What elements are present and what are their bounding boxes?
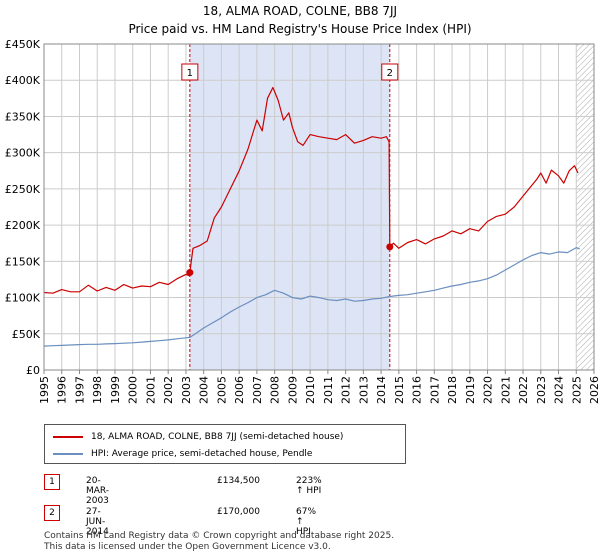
- y-tick-label: £300K: [5, 147, 41, 160]
- footer-copyright: Contains HM Land Registry data © Crown c…: [44, 531, 395, 541]
- y-tick-label: £0: [26, 364, 40, 377]
- x-tick-label: 1997: [73, 376, 86, 404]
- x-tick-label: 2013: [357, 376, 370, 404]
- y-tick-label: £250K: [5, 183, 41, 196]
- shaded-ownership-period: [189, 44, 390, 370]
- x-tick-label: 2009: [286, 376, 299, 404]
- x-tick-label: 2025: [570, 376, 583, 404]
- sale-date-2: 27-JUN-2014: [86, 507, 109, 537]
- x-tick-label: 1995: [38, 376, 51, 404]
- x-tick-label: 2007: [251, 376, 264, 404]
- sale-marker-2: 2: [44, 505, 60, 521]
- x-tick-label: 2002: [162, 376, 175, 404]
- plot-frame: [43, 43, 595, 371]
- y-tick-label: £50K: [12, 328, 41, 341]
- chart-subtitle: Price paid vs. HM Land Registry's House …: [128, 22, 472, 36]
- y-tick-label: £200K: [5, 219, 41, 232]
- x-tick-label: 2004: [198, 376, 211, 404]
- x-tick-label: 2019: [464, 376, 477, 404]
- series-line-hpi: [43, 247, 581, 347]
- y-tick-label: £400K: [5, 74, 41, 87]
- y-tick-label: £100K: [5, 292, 41, 305]
- legend-label-hpi: HPI: Average price, semi-detached house,…: [91, 449, 313, 459]
- sale-label-2: 2: [387, 68, 393, 79]
- footer-licence: This data is licensed under the Open Gov…: [44, 542, 331, 552]
- x-tick-label: 2005: [215, 376, 228, 404]
- y-tick-label: £350K: [5, 110, 41, 123]
- x-tick-label: 2001: [144, 376, 157, 404]
- sale-label-1: 1: [187, 68, 193, 79]
- y-tick-label: £150K: [5, 255, 41, 268]
- legend-swatch-hpi: [53, 453, 83, 455]
- x-tick-label: 2000: [127, 376, 140, 404]
- x-tick-label: 2014: [375, 376, 388, 404]
- sale-hpi-change-2: 67% ↑ HPI: [296, 507, 317, 537]
- x-tick-label: 2023: [535, 376, 548, 404]
- x-tick-label: 1999: [109, 376, 122, 404]
- sale-price-2: £170,000: [217, 507, 260, 517]
- legend-item-hpi: HPI: Average price, semi-detached house,…: [53, 446, 312, 462]
- legend-swatch-property: [53, 436, 83, 438]
- x-tick-label: 2008: [269, 376, 282, 404]
- sale-price-1: £134,500: [217, 476, 260, 486]
- x-tick-label: 1998: [91, 376, 104, 404]
- sale-point-1: [186, 269, 194, 277]
- x-tick-label: 2026: [588, 376, 600, 404]
- x-tick-label: 2011: [322, 376, 335, 404]
- x-tick-label: 2017: [428, 376, 441, 404]
- x-tick-label: 2020: [482, 376, 495, 404]
- series-line-property: [43, 86, 579, 294]
- x-tick-label: 2016: [411, 376, 424, 404]
- x-tick-label: 2015: [393, 376, 406, 404]
- sale-label-box-1: [181, 63, 199, 81]
- legend-label-property: 18, ALMA ROAD, COLNE, BB8 7JJ (semi-deta…: [91, 432, 344, 442]
- x-tick-label: 2003: [180, 376, 193, 404]
- x-tick-label: 1996: [56, 376, 69, 404]
- hatched-future-region: [576, 44, 594, 370]
- chart-title: 18, ALMA ROAD, COLNE, BB8 7JJ: [202, 4, 398, 18]
- sale-date-1: 20-MAR-2003: [86, 476, 110, 506]
- sale-hpi-change-1: 223% ↑ HPI: [296, 476, 322, 496]
- sale-label-box-2: [381, 63, 399, 81]
- chart-legend: 18, ALMA ROAD, COLNE, BB8 7JJ (semi-deta…: [44, 424, 406, 464]
- y-tick-label: £450K: [5, 38, 41, 51]
- sale-point-2: [386, 243, 394, 251]
- x-tick-label: 2010: [304, 376, 317, 404]
- x-tick-label: 2012: [340, 376, 353, 404]
- x-tick-label: 2022: [517, 376, 530, 404]
- price-chart: 1 2 £0 £50K £100K £150K £200K £250K £300K £350K £…: [5, 38, 600, 404]
- legend-item-property: 18, ALMA ROAD, COLNE, BB8 7JJ (semi-deta…: [53, 429, 343, 445]
- sale-marker-1: 1: [44, 474, 60, 490]
- x-tick-label: 2024: [553, 376, 566, 404]
- x-tick-label: 2018: [446, 376, 459, 404]
- x-tick-label: 2021: [499, 376, 512, 404]
- x-tick-label: 2006: [233, 376, 246, 404]
